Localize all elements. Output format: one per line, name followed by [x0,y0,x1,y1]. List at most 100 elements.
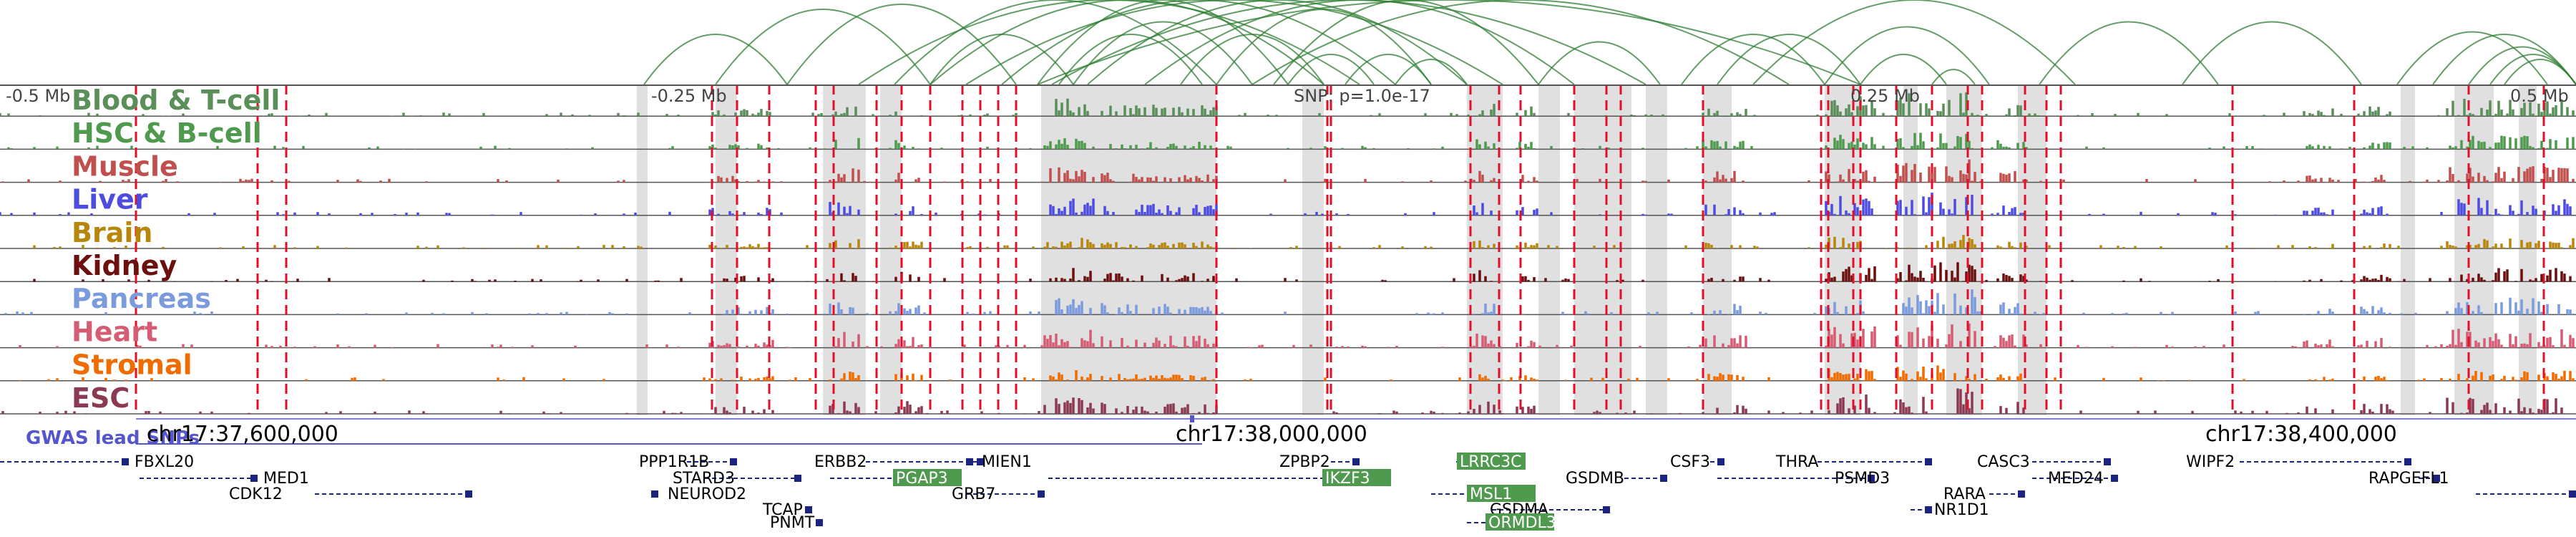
gene-label[interactable]: RAPGEFL1 [2368,470,2449,488]
loop-arc [1681,34,1825,84]
loop-arc [1752,0,2076,84]
signal-6 [4,289,2575,315]
gene-label[interactable]: STARD3 [673,470,735,488]
track-label: Kidney [72,250,177,281]
gene-label[interactable]: MED1 [263,470,309,488]
gene-label[interactable]: PNMT [770,514,815,532]
gene-exon [1868,475,1875,482]
gene-exon [977,458,984,465]
gene-label[interactable]: THRA [1775,453,1818,471]
gene-label[interactable]: NR1D1 [1934,501,1989,519]
gene-label[interactable]: RARA [1943,485,1986,503]
gene-exon [794,475,801,482]
gene-label[interactable]: ZPBP2 [1279,453,1330,471]
loop-arc [1538,41,1661,84]
track-label: Blood & T-cell [72,84,280,116]
gene-exon [651,490,658,498]
gene-label[interactable]: GRB7 [952,485,995,503]
signal-3 [0,193,2572,216]
loop-arc [1001,0,1396,84]
loop-arc [2489,54,2576,84]
coordinate-label: chr17:38,400,000 [2205,422,2397,447]
gene-label[interactable]: TCAP [762,501,803,519]
coordinate-label: chr17:37,600,000 [147,422,338,447]
chromatin-loops-track [643,0,2576,84]
signal-9 [1,388,2563,414]
highlight-band [1825,84,1860,415]
scale-left-label: -0.5 Mb [6,86,70,106]
loop-arc [1345,54,1432,84]
gene-highlight-box [1485,513,1554,531]
signal-7 [19,323,2575,348]
signal-0 [0,92,2575,117]
gwas-marker [1190,415,1194,422]
gene-exon [1352,458,1360,465]
gene-label[interactable]: CSF3 [1670,453,1710,471]
gene-exon [1038,490,1045,498]
gene-label[interactable]: CASC3 [1977,453,2030,471]
highlight-band [1467,84,1503,415]
track-label: Muscle [72,150,178,182]
gene-label[interactable]: MED24 [2048,470,2104,488]
loop-arc [1144,0,1575,84]
loop-arc [894,0,1217,84]
loop-arc [2039,21,2219,84]
loop-arc [1395,59,1468,84]
gene-label[interactable]: WIPF2 [2186,453,2235,471]
loop-arc [1287,54,1375,84]
gene-label[interactable]: PSMD3 [1835,470,1890,488]
gene-exon [122,458,129,465]
gene-label-highlighted[interactable]: PGAP3 [896,470,948,488]
highlight-band [1041,84,1216,415]
gene-exon [1717,458,1724,465]
gene-exon [966,458,973,465]
loop-arc [1216,9,1432,84]
gene-exon [1603,506,1610,513]
highlight-band [2401,84,2415,415]
track-label: Stromal [72,349,192,381]
gene-label[interactable]: GSDMB [1566,470,1624,488]
gene-label[interactable]: NEUROD2 [668,485,746,503]
highlight-band [2454,84,2494,415]
signal-2 [1,159,2575,183]
highlight-band [823,84,866,415]
loop-arc [1180,34,1324,84]
loop-arc [930,34,1074,84]
loop-arc [1252,0,1790,84]
highlight-band [880,84,902,415]
highlight-band [1574,84,1631,415]
gene-label-highlighted[interactable]: ORMDL3 [1488,514,1556,532]
track-label: HSC & B-cell [72,117,262,149]
loop-arc [643,34,788,84]
loop-arc [1087,0,1468,84]
gene-label[interactable]: FBXL20 [135,453,194,471]
gene-exon [1925,458,1932,465]
gene-exon [2569,490,2576,498]
track-label: Pancreas [72,283,211,314]
gene-highlight-box [1457,453,1526,470]
loop-arc [786,4,1017,84]
gene-exon [2111,475,2118,482]
gene-label-highlighted[interactable]: IKZF3 [1325,470,1370,488]
track-label: Brain [72,217,152,248]
loop-arc [1931,69,1976,84]
gene-label-highlighted[interactable]: LRRC3C [1460,453,1521,471]
gene-exon [2018,490,2025,498]
gene-label[interactable]: CDK12 [229,485,283,503]
scale-right1-label: 0.25 Mb [1850,86,1920,106]
gene-label[interactable]: MIEN1 [982,453,1032,471]
gene-exon [2104,458,2111,465]
gene-label[interactable]: ERBB2 [814,453,867,471]
highlight-band [1538,84,1560,415]
gene-label[interactable]: PPP1R1B [639,453,709,471]
gene-label-highlighted[interactable]: MSL1 [1470,485,1512,503]
loop-arc [2182,21,2362,84]
highlight-band [1646,84,1667,415]
highlight-band [716,84,737,415]
track-label: ESC [72,382,130,414]
signal-8 [19,365,2575,381]
highlight-band [2519,84,2537,415]
